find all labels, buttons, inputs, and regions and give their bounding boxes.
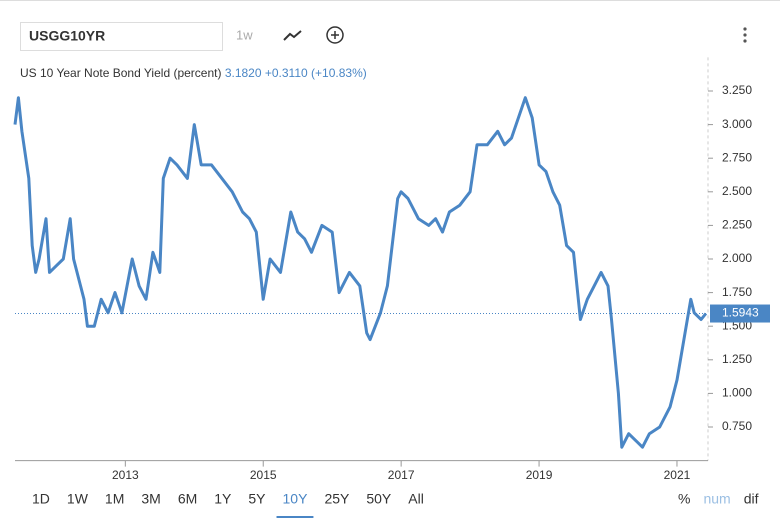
legend-name: US 10 Year Note Bond Yield (percent) [20, 66, 221, 80]
legend-value: 3.1820 [225, 66, 262, 80]
legend-change: +0.3110 [265, 66, 308, 80]
y-tick-label: 2.750 [722, 150, 752, 164]
interval[interactable]: 1w [236, 27, 253, 42]
x-tick-label: 2017 [388, 468, 415, 482]
mode-button[interactable]: num [703, 491, 730, 507]
range-button[interactable]: 10Y [283, 491, 309, 507]
mode-button[interactable]: % [678, 491, 690, 507]
range-button[interactable]: 1D [32, 491, 50, 507]
chart-type-icon[interactable] [283, 30, 302, 41]
y-tick-label: 0.750 [722, 419, 752, 433]
mode-button[interactable]: dif [744, 491, 759, 507]
x-tick-label: 2013 [112, 468, 139, 482]
range-button[interactable]: 5Y [248, 491, 266, 507]
x-tick-label: 2015 [250, 468, 277, 482]
y-tick-label: 1.250 [722, 352, 752, 366]
menu-icon[interactable] [743, 27, 747, 43]
y-tick-label: 2.000 [722, 251, 752, 265]
y-tick-label: 3.000 [722, 117, 752, 131]
range-button[interactable]: 1W [67, 491, 89, 507]
range-button[interactable]: 1Y [214, 491, 232, 507]
range-button[interactable]: All [408, 491, 424, 507]
last-value-tag [710, 304, 770, 323]
range-button[interactable]: 50Y [366, 491, 392, 507]
y-tick-label: 2.500 [722, 184, 752, 198]
y-tick-label: 2.250 [722, 218, 752, 232]
x-tick-label: 2021 [664, 468, 691, 482]
y-tick-label: 1.000 [722, 386, 752, 400]
symbol-input[interactable] [20, 22, 223, 51]
x-tick-label: 2019 [526, 468, 553, 482]
range-button[interactable]: 1M [105, 491, 124, 507]
legend-change-pct: (+10.83%) [311, 66, 367, 80]
symbol: USGG10YR [29, 28, 105, 44]
last-value-label: 1.5943 [722, 306, 759, 320]
add-icon[interactable] [326, 26, 344, 44]
line [13, 96, 708, 449]
y-tick-label: 1.750 [722, 285, 752, 299]
y-tick-label: 3.250 [722, 83, 752, 97]
legend: US 10 Year Note Bond Yield (percent) 3.1… [20, 66, 367, 80]
range-button[interactable]: 25Y [324, 491, 350, 507]
range-button[interactable]: 6M [178, 491, 197, 507]
range-button[interactable]: 3M [141, 491, 160, 507]
